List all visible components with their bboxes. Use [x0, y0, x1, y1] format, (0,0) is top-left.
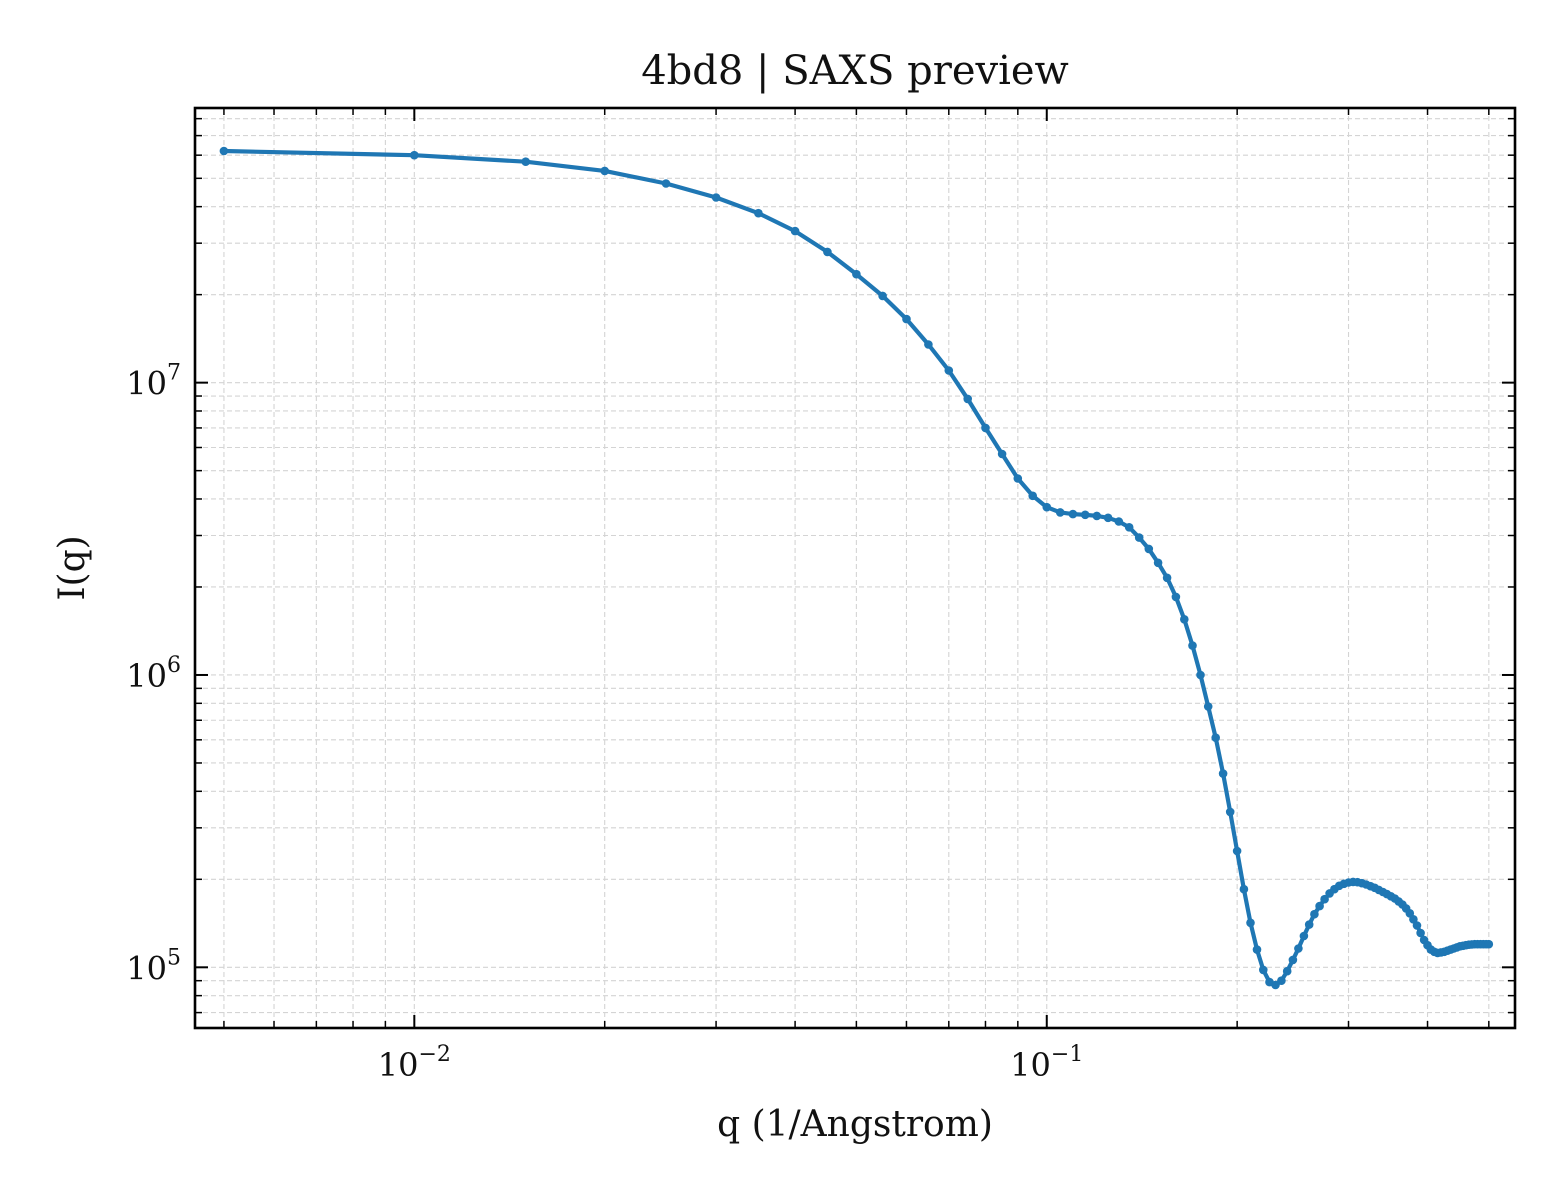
plot-frame: [193, 106, 1517, 1030]
data-point: [1259, 965, 1268, 975]
data-point: [1310, 909, 1319, 919]
data-point: [823, 247, 832, 257]
data-point: [219, 146, 229, 156]
data-point: [1239, 884, 1249, 894]
data-point: [1246, 918, 1255, 928]
data-point: [1304, 920, 1314, 929]
data-point: [1188, 641, 1197, 650]
y-tick-label: 106: [126, 653, 181, 695]
chart-title: 4bd8 | SAXS preview: [641, 48, 1069, 94]
data-point: [1144, 544, 1154, 554]
data-point: [1124, 523, 1134, 532]
data-point: [1162, 573, 1172, 583]
data-point: [711, 193, 721, 202]
data-point: [997, 449, 1007, 459]
data-point: [790, 226, 800, 236]
data-point: [1277, 976, 1286, 985]
data-point: [1225, 807, 1235, 817]
data-point: [1320, 894, 1329, 904]
data-point: [1153, 558, 1163, 568]
data-point: [1416, 928, 1425, 938]
tick-labels: 10−2 10−1 105 106 107: [126, 361, 1083, 1084]
data-point: [963, 394, 972, 404]
data-point: [410, 150, 419, 160]
data-point: [1134, 533, 1144, 542]
data-point: [1068, 509, 1078, 519]
data-point: [1092, 511, 1102, 521]
y-tick-label: 105: [126, 945, 181, 987]
data-point: [924, 340, 933, 349]
data-point: [1013, 474, 1023, 483]
data-point: [1252, 945, 1262, 954]
data-point: [1028, 491, 1037, 501]
data-point: [754, 208, 763, 218]
data-point: [981, 423, 990, 433]
x-axis-label: q (1/Angstrom): [717, 1104, 993, 1145]
data-point: [1299, 931, 1309, 941]
data-point: [878, 291, 887, 301]
data-point: [944, 366, 954, 375]
y-tick-label: 107: [126, 361, 181, 403]
data-point: [1171, 592, 1181, 602]
data-point: [1211, 733, 1220, 742]
data-point: [1315, 901, 1324, 911]
data-point: [1271, 980, 1280, 990]
plot-area: [219, 146, 1494, 990]
data-point: [600, 166, 609, 176]
data-point: [661, 179, 671, 188]
data-point: [1412, 921, 1422, 930]
data-point: [1114, 517, 1124, 526]
data-point: [1288, 955, 1298, 965]
data-point: [1232, 846, 1242, 856]
data-point: [1180, 615, 1189, 624]
y-axis-label: I(q): [52, 535, 93, 600]
x-tick-label: 10−1: [1010, 1042, 1083, 1084]
x-tick-label: 10−2: [378, 1042, 451, 1084]
data-point: [852, 269, 861, 279]
data-point: [1484, 939, 1494, 949]
data-point: [902, 314, 911, 324]
data-point: [1218, 769, 1228, 778]
data-point: [1196, 670, 1205, 680]
data-point: [1042, 502, 1052, 512]
data-point: [1103, 513, 1113, 523]
data-point: [1080, 510, 1090, 520]
data-point: [521, 157, 530, 166]
data-point: [1294, 944, 1303, 953]
data-point: [1203, 702, 1213, 711]
data-point: [1282, 966, 1292, 976]
data-point: [1409, 915, 1418, 924]
data-point: [1055, 508, 1065, 517]
